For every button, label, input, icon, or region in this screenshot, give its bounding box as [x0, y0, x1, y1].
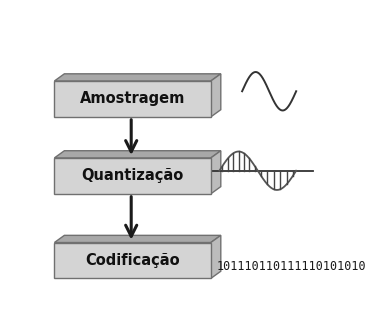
Polygon shape — [54, 235, 221, 242]
Polygon shape — [54, 151, 221, 158]
Polygon shape — [211, 151, 221, 194]
Bar — [54, 158, 211, 194]
Text: Quantização: Quantização — [81, 168, 184, 183]
Text: Codificação: Codificação — [85, 253, 180, 268]
Text: Amostragem: Amostragem — [80, 92, 185, 107]
Polygon shape — [211, 235, 221, 278]
Polygon shape — [54, 74, 221, 81]
Text: 101110110111110101010: 101110110111110101010 — [217, 260, 366, 273]
Polygon shape — [211, 74, 221, 117]
Bar — [54, 242, 211, 278]
Bar — [54, 81, 211, 117]
